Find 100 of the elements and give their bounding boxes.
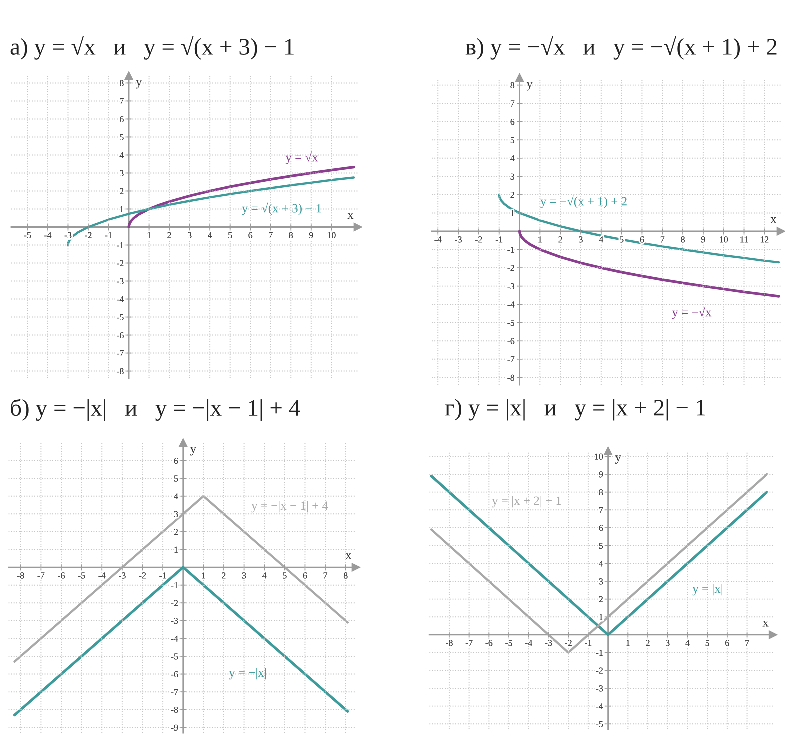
x-tick-label: 3 [666,640,670,646]
y-tick-label: -9 [171,724,178,731]
y-tick-label: -7 [508,356,515,363]
y-tick-label: -6 [508,338,515,344]
y-tick-label: 3 [120,170,124,176]
x-tick-label: -2 [565,640,572,646]
series-label: y = −√(x + 1) + 2 [540,196,627,208]
text: y = |x + 2| − 1 [492,496,562,508]
x-tick-label: 7 [746,640,750,646]
y-tick-label: -6 [171,671,178,678]
x-tick-label: 1 [538,236,542,243]
x-tick-label: 8 [289,232,294,238]
y-tick-label: -8 [508,374,515,381]
series-label: y = −|x − 1| + 4 [252,501,328,513]
y-tick-label: 1 [174,546,178,553]
x-tick-label: -2 [85,232,92,238]
y-tick-label: -4 [596,704,604,710]
y-tick-label: 7 [600,507,604,514]
x-tick-label: -4 [434,236,442,243]
y-axis-title: y [136,80,142,89]
chart-title: в) y = −√x и y = −√(x + 1) + 2 [466,36,777,60]
x-tick-label: -4 [44,232,52,238]
y-tick-label: 4 [599,560,604,567]
y-tick-label: 2 [510,192,514,198]
y-tick-label: -2 [116,260,124,266]
x-tick-label: 8 [344,572,348,579]
x-tick-label: 3 [188,232,192,238]
y-tick-label: -4 [116,296,124,302]
series-label: y = |x| [692,584,722,596]
x-tick-label: 5 [283,572,287,579]
x-tick-label: -6 [58,572,65,579]
y-axis-title: y [615,456,622,464]
x-tick-label: 11 [740,236,748,243]
y-tick-label: -3 [596,686,604,692]
y-tick-label: -5 [116,314,124,320]
x-tick-label: 9 [309,232,314,238]
y-axis-title: y [526,82,533,91]
x-tick-label: 6 [640,236,644,243]
y-tick-label: 5 [599,543,604,550]
y-tick-label: -8 [171,707,178,714]
y-tick-label: 3 [174,511,178,518]
x-tick-label: -5 [78,572,86,579]
x-tick-label: 7 [660,236,665,243]
y-tick-label: 4 [174,494,178,500]
x-tick-label: -8 [446,640,453,646]
y-tick-label: 2 [174,529,178,536]
y-tick-label: -8 [116,368,124,375]
y-tick-label: 7 [120,98,124,104]
x-tick-label: 6 [726,640,730,646]
series-label: y = −√x [672,306,712,320]
y-tick-label: 6 [510,119,515,126]
x-tick-label: -1 [105,232,112,238]
y-tick-label: 7 [510,100,515,107]
x-tick-label: -4 [525,640,532,646]
y-tick-label: 1 [600,614,603,620]
y-tick-label: -7 [171,689,178,696]
y-tick-label: -3 [508,283,515,290]
y-tick-label: -4 [171,636,178,642]
y-tick-label: 5 [510,137,515,144]
y-tick-label: 5 [174,476,178,482]
y-tick-label: -7 [116,350,124,356]
x-axis-title: x [346,554,352,560]
y-tick-label: -2 [596,668,603,674]
y-tick-label: -6 [116,332,124,339]
x-axis-title: x [348,213,354,220]
y-tick-label: 6 [599,525,604,532]
x-tick-label: 5 [228,232,232,238]
y-tick-label: -5 [596,721,604,728]
x-tick-label: 4 [208,232,212,238]
x-tick-label: -1 [496,236,503,243]
x-tick-label: -1 [160,572,166,579]
y-tick-label: 6 [120,116,124,122]
y-tick-label: 8 [510,82,515,89]
chart-title: г) y = |x| и y = |x + 2| − 1 [445,399,706,421]
y-tick-label: 1 [120,206,124,212]
x-tick-label: -6 [486,640,493,646]
x-tick-label: -3 [64,232,72,238]
x-tick-label: 9 [701,236,706,243]
y-tick-label: 3 [510,174,515,180]
x-tick-label: 10 [720,236,728,243]
y-tick-label: 4 [510,156,515,162]
y-tick-label: 8 [120,80,124,86]
x-tick-label: 2 [646,640,650,646]
y-tick-label: 5 [120,134,124,140]
x-tick-label: -1 [585,640,592,646]
x-tick-label: 1 [148,232,152,238]
series-label: y = √(x + 3) − 1 [242,202,322,216]
y-tick-label: -5 [508,320,515,326]
y-axis-title: y [190,447,197,456]
x-tick-label: 4 [262,572,267,579]
x-tick-label: 5 [706,640,710,646]
x-tick-label: -2 [476,236,482,243]
x-tick-label: 10 [328,232,336,238]
y-tick-label: -3 [171,618,178,624]
x-tick-label: 3 [242,572,246,579]
line-series [498,194,780,264]
x-axis-title: x [762,621,769,627]
x-tick-label: 8 [681,236,685,243]
x-tick-label: 4 [686,640,690,646]
y-tick-label: -1 [508,246,514,253]
